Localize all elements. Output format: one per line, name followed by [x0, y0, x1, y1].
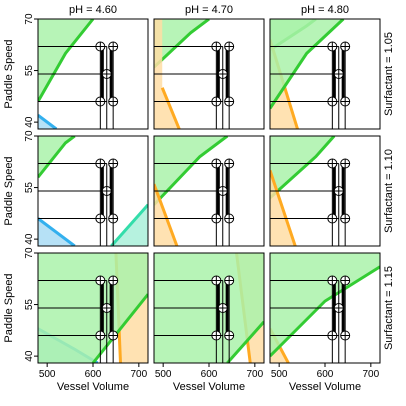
orange-contour-line: [160, 87, 181, 129]
panel-frame: [37, 135, 149, 247]
x-tick-label: 600: [85, 369, 102, 380]
y-tick-label: 70: [24, 13, 35, 25]
y-tick-label: 70: [24, 247, 35, 259]
green-contour-line: [226, 320, 264, 363]
x-tick-label: 500: [271, 369, 288, 380]
teal-region-fill: [38, 204, 148, 246]
green-region-fill: [270, 253, 380, 357]
green-region-fill: [270, 19, 380, 109]
green-contour-line: [154, 136, 229, 206]
green-contour-line: [270, 265, 380, 358]
panel-r3-c3: [269, 252, 381, 364]
green-contour-line: [38, 136, 76, 179]
panel-frame: [153, 18, 265, 130]
panel-r3-c1: [37, 252, 149, 364]
panel-r1-c1: [37, 18, 149, 130]
blue-region-fill: [38, 115, 148, 129]
y-tick-label: 40: [24, 350, 35, 362]
blue-region-fill: [38, 218, 148, 246]
y-axis-label: Paddle Speed: [3, 39, 15, 108]
x-axis-label: Vessel Volume: [289, 381, 361, 393]
row-label: Surfactant = 1.15: [383, 266, 395, 350]
orange-contour-line: [154, 183, 179, 246]
panel-plot-area: [270, 253, 380, 363]
panel-plot-area: [38, 19, 148, 129]
x-axis-label: Vessel Volume: [57, 381, 129, 393]
panel-plot-area: [154, 19, 264, 129]
green-region-fill: [154, 19, 264, 68]
panel-frame: [37, 18, 149, 130]
panel-r2-c1: [37, 135, 149, 247]
x-tick-label: 500: [155, 369, 172, 380]
panel-r1-c2: [153, 18, 265, 130]
panel-plot-area: [154, 253, 264, 363]
row-label: Surfactant = 1.05: [383, 32, 395, 116]
x-tick-label: 500: [39, 369, 56, 380]
panel-frame: [269, 18, 381, 130]
y-tick-label: 70: [24, 130, 35, 142]
y-axis-label: Paddle Speed: [3, 156, 15, 225]
panel-r2-c2: [153, 135, 265, 247]
green-contour-line: [270, 19, 345, 110]
green-region-fill: [154, 136, 264, 205]
x-tick-label: 700: [362, 369, 379, 380]
y-tick-label: 40: [24, 116, 35, 128]
panel-frame: [153, 135, 265, 247]
x-tick-label: 600: [201, 369, 218, 380]
green-region-fill: [38, 19, 148, 102]
y-tick-label: 55: [24, 299, 35, 311]
teal-contour-line: [110, 203, 148, 246]
x-tick-label: 600: [317, 369, 334, 380]
green-region-fill: [270, 136, 380, 198]
labels-layer: pH = 4.60 pH = 4.70 pH = 4.80 Surfactant = …: [3, 4, 395, 393]
column-label: pH = 4.70: [185, 4, 233, 16]
panel-plot-area: [38, 136, 148, 246]
blue-contour-line: [38, 114, 58, 129]
green-contour-line: [38, 19, 95, 103]
green-contour-line: [270, 136, 336, 199]
panel-frame: [269, 135, 381, 247]
column-label: pH = 4.60: [69, 4, 117, 16]
y-tick-label: 55: [24, 65, 35, 77]
panel-plot-area: [38, 253, 148, 363]
x-tick-label: 700: [246, 369, 263, 380]
y-tick-label: 55: [24, 182, 35, 194]
panel-plot-area: [154, 136, 264, 246]
blue-contour-line: [38, 217, 76, 246]
y-tick-label: 40: [24, 233, 35, 245]
panel-plot-area: [270, 136, 380, 246]
green-region-fill: [38, 136, 148, 178]
panel-r3-c2: [153, 252, 265, 364]
y-axis-label: Paddle Speed: [3, 273, 15, 342]
panel-r1-c3: [269, 18, 381, 130]
panel-r2-c3: [269, 135, 381, 247]
orange-contour-line: [270, 169, 297, 246]
column-label: pH = 4.80: [301, 4, 349, 16]
row-label: Surfactant = 1.10: [383, 149, 395, 233]
green-contour-line: [91, 293, 148, 363]
panel-plot-area: [270, 19, 380, 129]
x-tick-label: 700: [130, 369, 147, 380]
x-axis-label: Vessel Volume: [173, 381, 245, 393]
green-contour-line: [154, 19, 210, 69]
